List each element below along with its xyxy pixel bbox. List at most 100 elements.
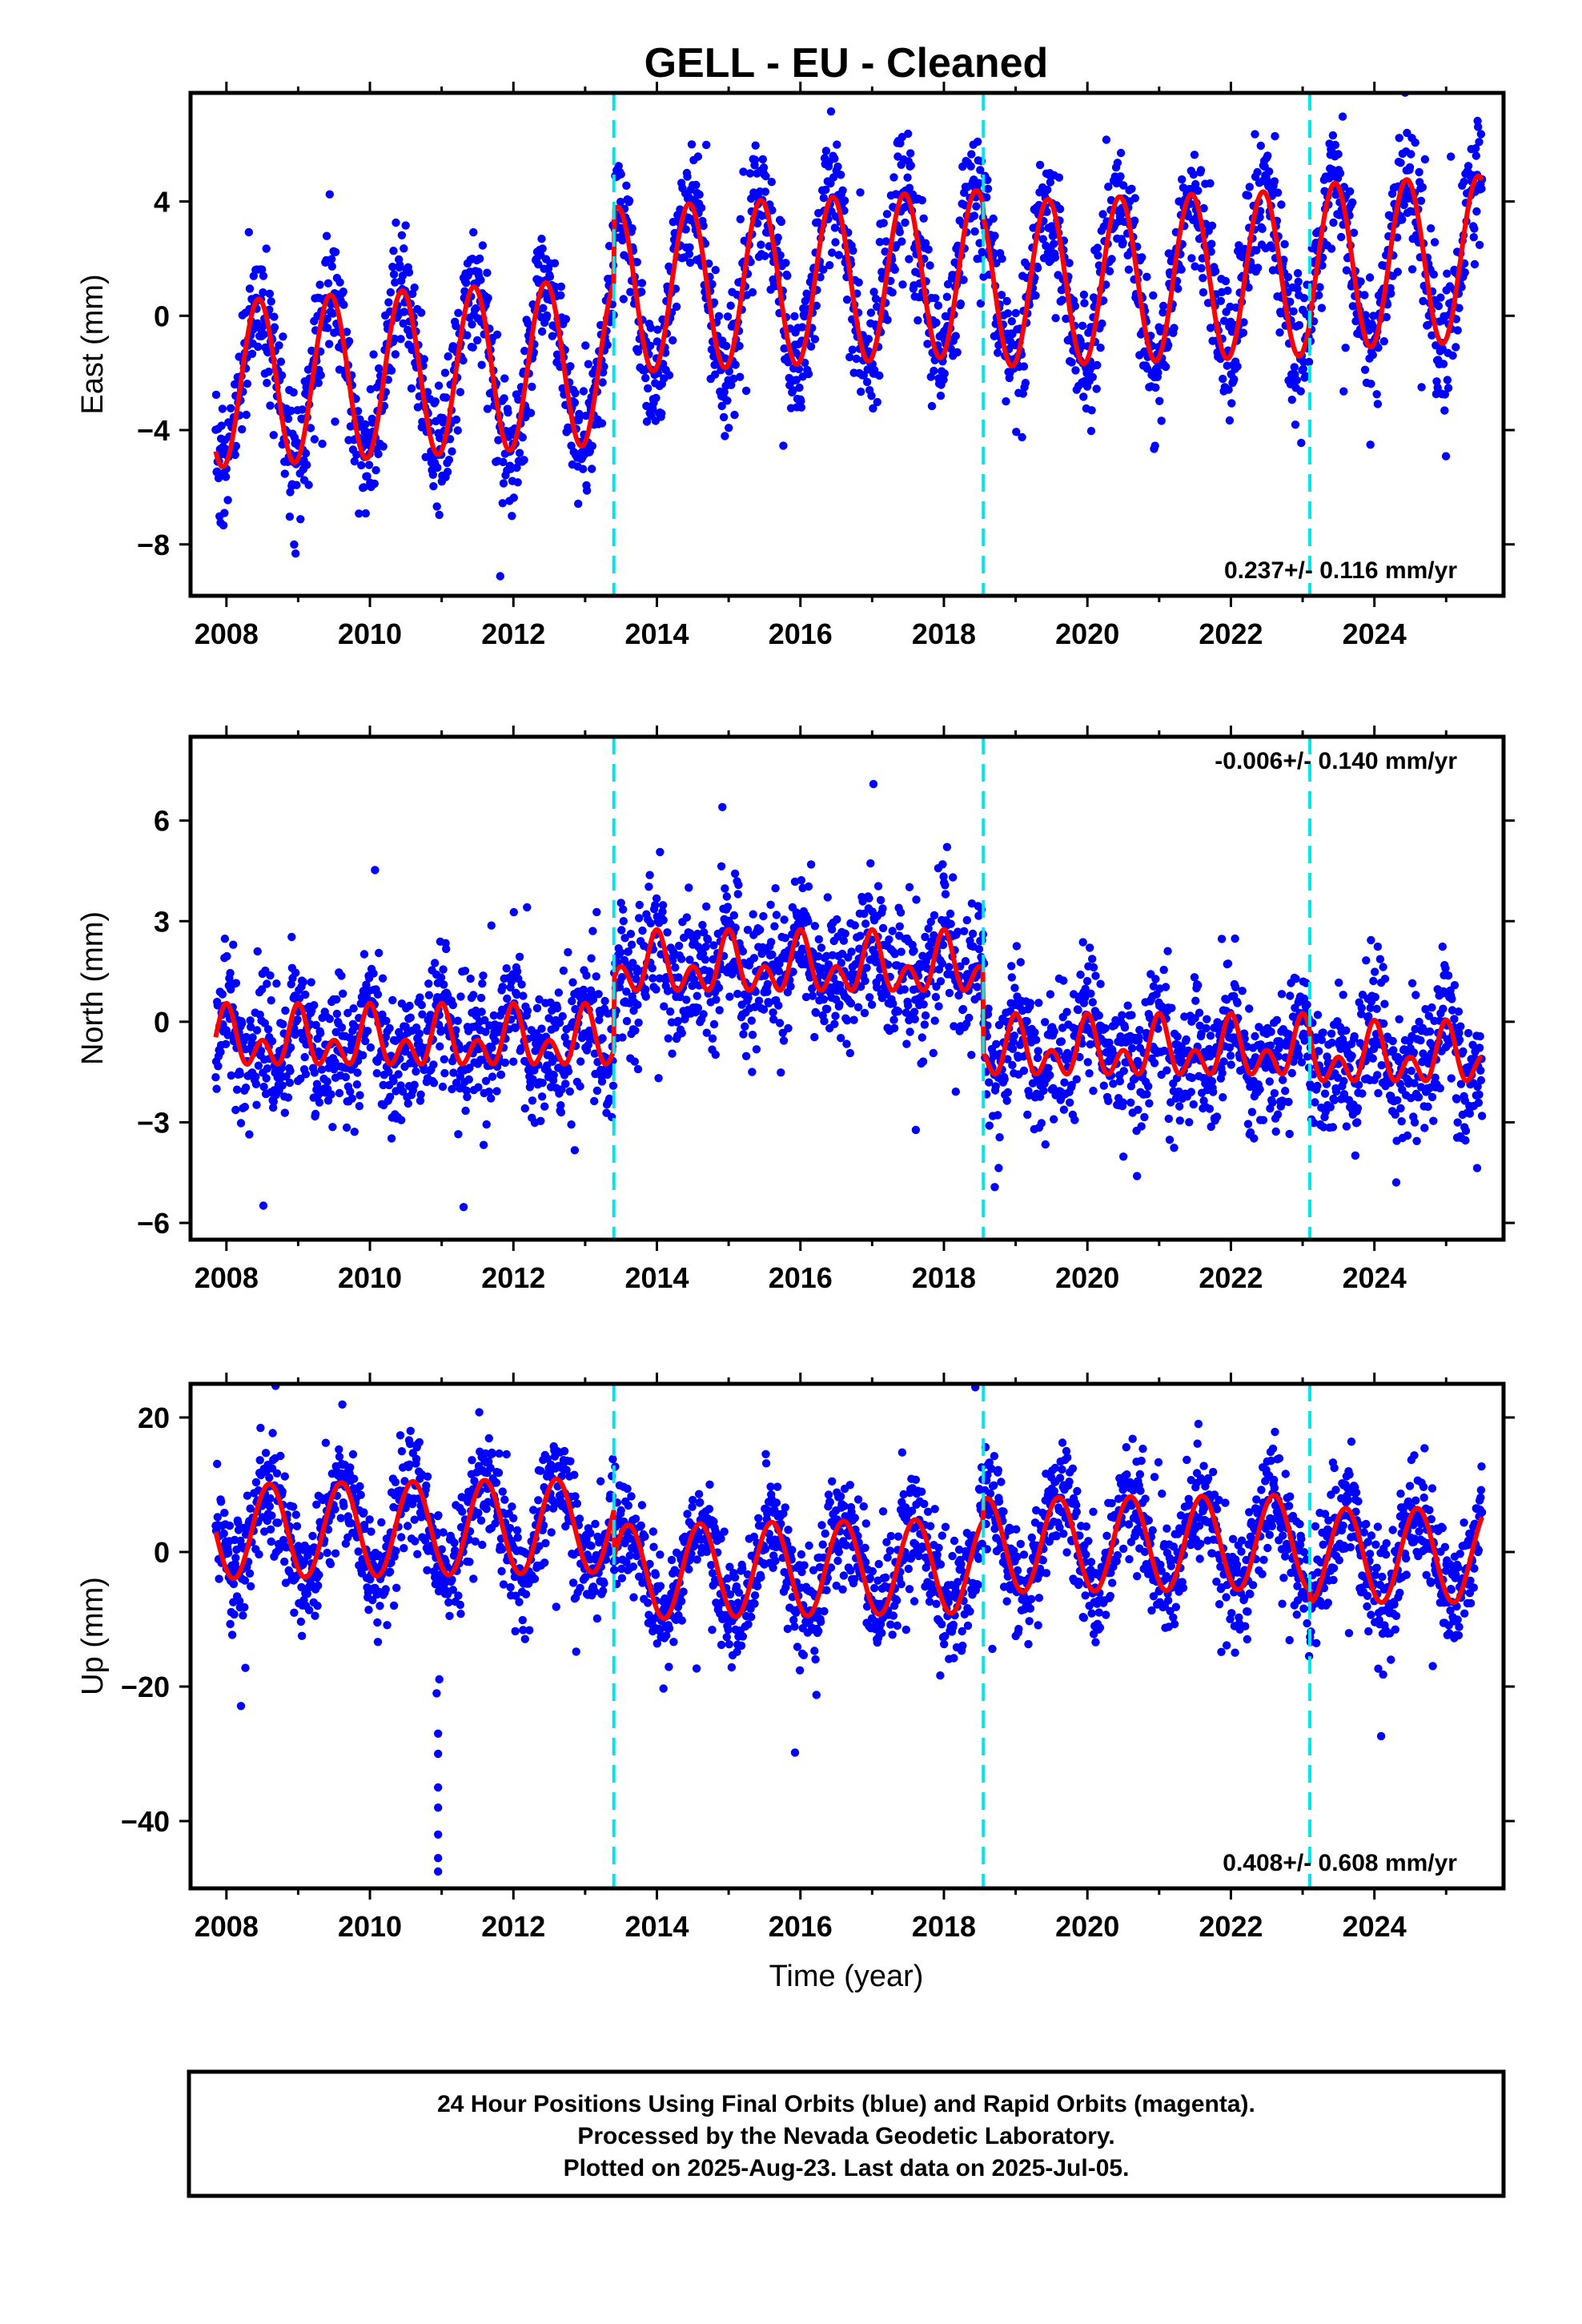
east-data-point <box>819 194 829 203</box>
north-data-point <box>417 1000 426 1010</box>
east-data-point <box>463 331 472 340</box>
east-data-point <box>1396 159 1405 167</box>
north-data-point <box>1205 1104 1215 1113</box>
north-data-point <box>617 926 626 935</box>
east-data-point <box>1460 268 1470 277</box>
east-data-point <box>983 175 992 184</box>
east-data-point <box>1368 351 1378 360</box>
east-data-point <box>420 355 428 364</box>
east-data-point <box>879 219 889 227</box>
east-data-point <box>1002 296 1011 306</box>
north-data-point <box>889 1015 898 1024</box>
east-data-point <box>556 291 565 300</box>
east-data-point <box>361 509 370 518</box>
east-data-point <box>1077 342 1086 351</box>
east-data-point <box>869 287 878 296</box>
east-data-point <box>520 347 529 356</box>
east-data-point <box>1239 318 1248 327</box>
east-data-point <box>1342 266 1351 275</box>
north-data-points <box>211 779 1487 1212</box>
north-data-point <box>280 1108 289 1117</box>
north-data-point <box>375 948 383 958</box>
east-data-point <box>389 270 399 279</box>
north-data-point <box>638 926 647 935</box>
east-data-point <box>1199 274 1207 283</box>
north-data-point <box>1313 1081 1322 1091</box>
north-data-point <box>1022 1017 1031 1026</box>
east-data-point <box>314 379 323 388</box>
east-data-point <box>1256 141 1266 151</box>
east-data-point <box>1273 188 1283 197</box>
north-data-point <box>245 1130 254 1139</box>
north-data-point <box>804 882 813 891</box>
north-data-point <box>1327 1038 1336 1047</box>
east-data-point <box>1318 261 1327 270</box>
north-data-point <box>267 996 275 1005</box>
east-data-point <box>545 272 555 281</box>
north-data-point <box>519 991 528 1000</box>
north-data-point <box>1265 1077 1275 1086</box>
east-data-point <box>1207 247 1215 256</box>
east-data-point <box>936 392 946 400</box>
north-data-point <box>404 1099 412 1108</box>
chart-title: GELL - EU - Cleaned <box>644 40 1049 86</box>
east-data-point <box>388 263 397 271</box>
north-data-point <box>756 925 765 935</box>
north-data-point <box>641 992 650 1001</box>
north-data-point <box>212 1084 221 1093</box>
east-data-point <box>421 452 430 461</box>
east-data-point <box>1373 400 1383 408</box>
east-data-point <box>364 460 374 469</box>
east-data-point <box>1206 324 1215 332</box>
east-data-point <box>794 364 804 374</box>
north-data-point <box>833 915 841 924</box>
north-data-point <box>299 978 308 987</box>
north-data-point <box>587 954 596 963</box>
east-data-point <box>974 137 982 147</box>
north-data-point <box>568 996 576 1006</box>
east-data-point <box>258 265 267 274</box>
east-data-point <box>1207 221 1217 230</box>
east-data-point <box>1427 224 1435 233</box>
east-data-point <box>953 348 962 357</box>
east-data-point <box>1382 312 1391 322</box>
north-data-point <box>263 1064 272 1073</box>
north-data-point <box>241 1084 251 1092</box>
east-data-point <box>342 328 351 336</box>
north-data-point <box>1227 1060 1235 1069</box>
north-data-point <box>1243 1120 1253 1128</box>
east-data-point <box>1265 167 1274 176</box>
north-data-point <box>748 1031 757 1039</box>
north-data-point <box>709 1019 719 1029</box>
east-data-point <box>959 275 968 284</box>
north-data-point <box>429 1060 438 1069</box>
east-data-point <box>1366 440 1375 449</box>
north-data-point <box>763 987 772 996</box>
north-data-point <box>797 876 806 885</box>
east-data-point <box>352 450 361 459</box>
north-data-point <box>1007 962 1016 971</box>
east-data-point <box>882 210 892 219</box>
east-data-point <box>1050 253 1060 262</box>
north-data-point <box>734 880 743 890</box>
east-data-point <box>622 181 631 190</box>
north-data-point <box>267 1036 277 1046</box>
north-data-point <box>1137 1122 1146 1131</box>
north-data-point <box>942 842 952 851</box>
east-data-point <box>1239 328 1248 337</box>
north-data-point <box>327 1090 335 1099</box>
north-data-point <box>316 1029 325 1038</box>
east-data-point <box>219 521 228 530</box>
north-data-point <box>865 894 873 903</box>
north-data-point <box>839 936 849 945</box>
east-data-point <box>440 368 450 377</box>
east-data-point <box>669 336 677 345</box>
east-data-point <box>720 388 729 396</box>
north-data-point <box>702 902 711 911</box>
north-data-point <box>1041 1140 1050 1149</box>
north-data-point <box>1086 989 1095 998</box>
north-data-point <box>592 1086 602 1096</box>
east-data-point <box>633 348 643 356</box>
east-data-point <box>1339 387 1348 396</box>
east-data-point <box>1429 270 1439 279</box>
